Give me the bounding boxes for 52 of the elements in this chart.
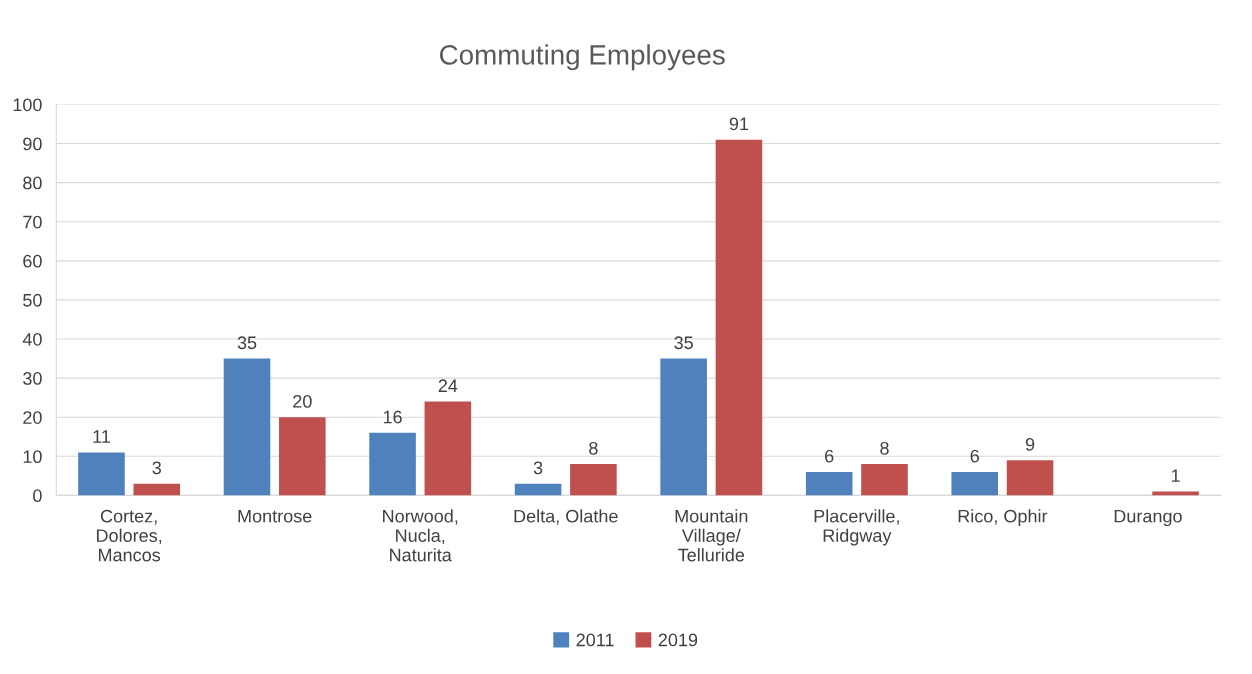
data-label: 91 — [729, 117, 749, 131]
y-tick-label: 40 — [22, 332, 42, 346]
data-label: 6 — [825, 449, 834, 463]
y-tick-label: 30 — [23, 372, 42, 385]
data-label: 35 — [237, 336, 257, 350]
bar — [514, 483, 562, 496]
x-tick-label: Durango — [1114, 509, 1182, 527]
bar — [369, 432, 416, 496]
data-label: 3 — [533, 461, 543, 475]
data-label: 35 — [674, 336, 693, 350]
bar — [660, 358, 707, 496]
bar — [1152, 491, 1199, 496]
y-tick-label: 20 — [23, 411, 42, 424]
data-label: 6 — [970, 449, 979, 463]
x-tick-label: Norwood, Nucla, Naturita — [383, 509, 458, 562]
bar — [715, 139, 763, 496]
y-tick-label: 70 — [23, 215, 42, 229]
y-tick-label: 10 — [23, 450, 42, 464]
data-label: 1 — [1171, 469, 1180, 482]
bar — [570, 464, 617, 496]
data-label: 20 — [293, 394, 312, 408]
data-label: 11 — [93, 430, 110, 443]
x-tick-label: Cortez, Dolores, Mancos — [96, 509, 162, 562]
bar — [805, 471, 853, 496]
x-tick-label: Rico, Ophir — [958, 509, 1048, 527]
x-tick-label: Mountain Village/ Telluride — [675, 509, 748, 562]
bar — [424, 401, 472, 496]
data-label: 24 — [438, 379, 458, 392]
x-tick-label: Montrose — [238, 509, 312, 523]
data-label: 9 — [1025, 437, 1035, 451]
bar — [223, 358, 271, 496]
bar — [1006, 460, 1054, 496]
data-label: 16 — [383, 410, 402, 424]
chart-title: Commuting Employees — [440, 44, 725, 71]
y-tick-label: 60 — [23, 254, 42, 268]
bar — [861, 464, 908, 496]
data-label: 8 — [589, 441, 598, 455]
bar — [133, 483, 181, 496]
bar — [78, 452, 125, 496]
y-tick-label: 0 — [33, 489, 42, 503]
y-tick-label: 90 — [23, 137, 42, 151]
y-tick-label: 80 — [23, 176, 42, 190]
data-label: 8 — [880, 441, 889, 455]
y-tick-label: 50 — [23, 293, 42, 307]
y-tick-label: 100 — [13, 98, 42, 112]
data-label: 3 — [152, 461, 161, 475]
legend-label: 2011 — [576, 633, 614, 647]
bar — [951, 471, 999, 496]
legend-label: 2019 — [658, 633, 698, 647]
bar — [279, 417, 326, 496]
x-tick-label: Placerville, Ridgway — [814, 509, 899, 546]
x-tick-label: Delta, Olathe — [514, 509, 618, 525]
